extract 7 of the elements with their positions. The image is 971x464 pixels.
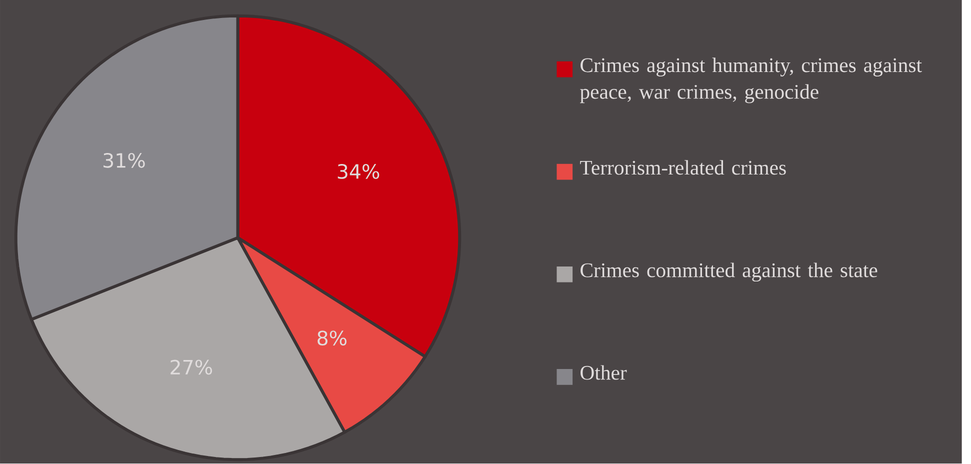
data-label: 31% bbox=[104, 153, 145, 168]
legend-label: Crimes committed against the state bbox=[580, 262, 878, 282]
legend-label: Terrorism-related crimes bbox=[580, 160, 786, 175]
data-label: 8% bbox=[318, 330, 346, 346]
legend-label: Crimes against humanity, crimes against peace, war crimes, genocide bbox=[580, 58, 922, 104]
data-label: 34% bbox=[338, 164, 380, 180]
legend-label: Other bbox=[580, 365, 627, 380]
